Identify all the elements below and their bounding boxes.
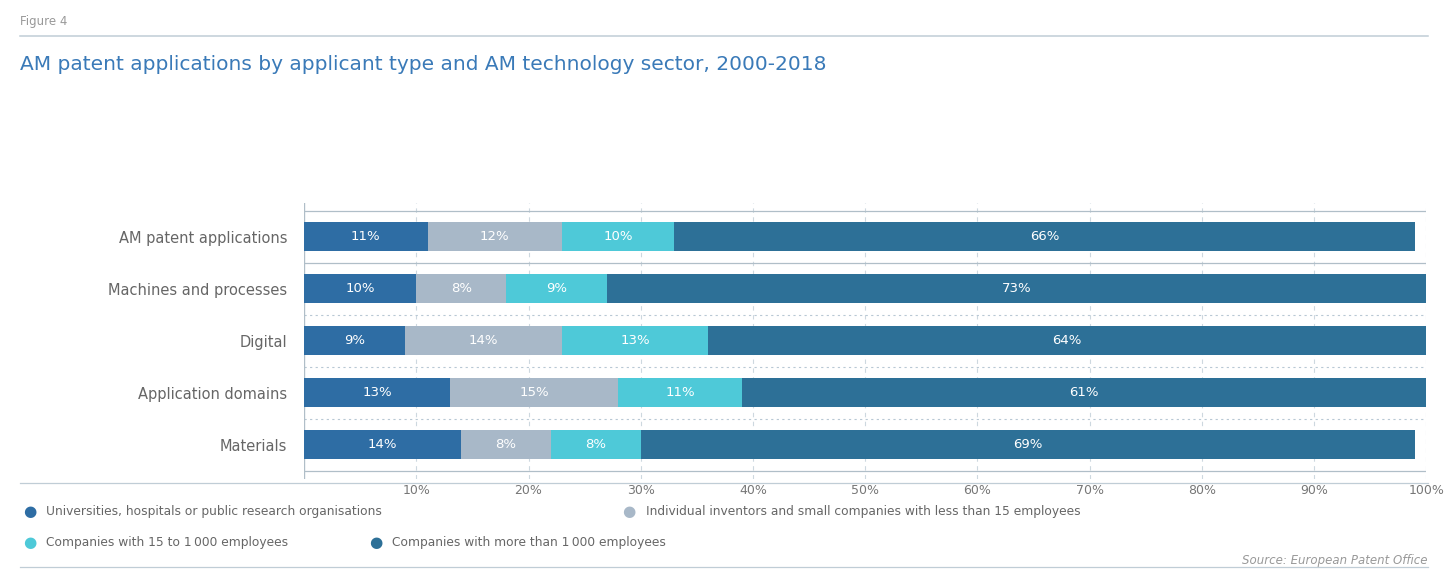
Bar [304, 327, 405, 355]
Text: 9%: 9% [345, 334, 365, 347]
Text: AM patent applications by applicant type and AM technology sector, 2000-2018: AM patent applications by applicant type… [20, 55, 827, 74]
Text: 61%: 61% [1069, 386, 1099, 399]
Bar [304, 274, 417, 303]
Text: 73%: 73% [1002, 282, 1031, 295]
Text: 9%: 9% [546, 282, 568, 295]
Bar [562, 327, 708, 355]
Text: 14%: 14% [368, 438, 397, 451]
Text: Companies with 15 to 1 000 employees: Companies with 15 to 1 000 employees [46, 536, 288, 549]
Bar [405, 327, 562, 355]
Bar [607, 274, 1426, 303]
Bar [618, 378, 741, 407]
Text: 10%: 10% [346, 282, 375, 295]
Text: Companies with more than 1 000 employees: Companies with more than 1 000 employees [392, 536, 666, 549]
Text: 14%: 14% [469, 334, 498, 347]
Text: 10%: 10% [604, 230, 633, 243]
Bar [741, 378, 1426, 407]
Text: 8%: 8% [585, 438, 607, 451]
Text: 13%: 13% [362, 386, 392, 399]
Text: 66%: 66% [1030, 230, 1060, 243]
Text: 69%: 69% [1014, 438, 1043, 451]
Text: 12%: 12% [481, 230, 510, 243]
Bar [417, 274, 507, 303]
Bar [304, 378, 450, 407]
Text: Figure 4: Figure 4 [20, 14, 68, 27]
Bar [708, 327, 1426, 355]
Bar [675, 223, 1415, 251]
Text: ●: ● [623, 504, 636, 519]
Text: Source: European Patent Office: Source: European Patent Office [1242, 554, 1428, 567]
Text: 8%: 8% [495, 438, 517, 451]
Bar [304, 430, 460, 459]
Text: ●: ● [369, 535, 382, 550]
Text: ●: ● [23, 535, 36, 550]
Bar [640, 430, 1415, 459]
Bar [450, 378, 618, 407]
Text: 13%: 13% [620, 334, 650, 347]
Bar [427, 223, 562, 251]
Bar [460, 430, 550, 459]
Text: ●: ● [23, 504, 36, 519]
Bar [304, 223, 427, 251]
Bar [507, 274, 607, 303]
Text: 11%: 11% [665, 386, 695, 399]
Bar [562, 223, 675, 251]
Text: 8%: 8% [450, 282, 472, 295]
Text: 11%: 11% [350, 230, 381, 243]
Text: Universities, hospitals or public research organisations: Universities, hospitals or public resear… [46, 505, 382, 518]
Bar [550, 430, 640, 459]
Text: Individual inventors and small companies with less than 15 employees: Individual inventors and small companies… [646, 505, 1080, 518]
Text: 64%: 64% [1053, 334, 1082, 347]
Text: 15%: 15% [520, 386, 549, 399]
